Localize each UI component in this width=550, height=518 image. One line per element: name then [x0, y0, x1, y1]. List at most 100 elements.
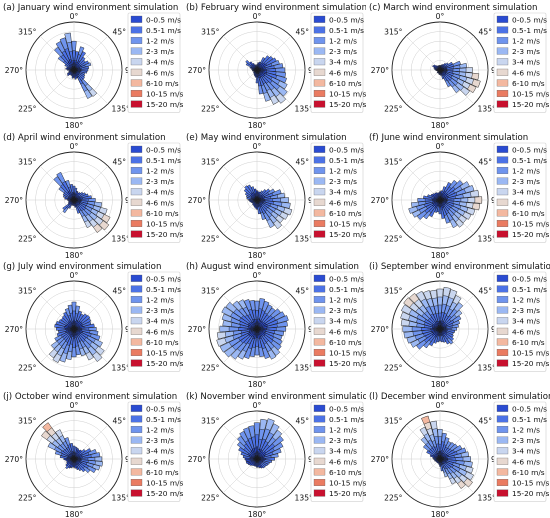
legend-swatch — [130, 285, 143, 293]
legend-swatch — [130, 414, 143, 422]
legend-swatch — [496, 446, 509, 454]
direction-label: 315° — [18, 157, 36, 166]
legend-swatch — [496, 306, 509, 314]
panel-title: (k) November wind environment simulation — [186, 392, 366, 402]
direction-label: 135° — [478, 364, 496, 373]
polar-grid-spoke — [222, 199, 258, 234]
direction-label: 0° — [70, 401, 79, 410]
direction-label: 270° — [5, 455, 23, 464]
legend-swatch — [130, 404, 143, 412]
legend-label: 0-0.5 m/s — [146, 404, 181, 413]
windrose-wedge — [66, 458, 75, 464]
direction-label: 45° — [113, 286, 127, 295]
legend-swatch — [313, 478, 326, 486]
direction-label: 0° — [70, 12, 79, 21]
legend-swatch — [496, 436, 509, 444]
direction-label: 315° — [201, 157, 219, 166]
direction-label: 135° — [112, 493, 130, 502]
legend-swatch — [130, 436, 143, 444]
legend-label: 0-0.5 m/s — [146, 274, 181, 283]
direction-label: 45° — [479, 416, 493, 425]
legend-label: 0-0.5 m/s — [146, 145, 181, 154]
legend-swatch — [496, 478, 509, 486]
legend-swatch — [496, 317, 509, 325]
legend-label: 6-10 m/s — [329, 79, 362, 88]
legend-swatch — [496, 198, 509, 206]
legend-swatch — [313, 296, 326, 303]
direction-label: 180° — [248, 251, 266, 260]
direction-label: 0° — [253, 271, 262, 280]
direction-label: 45° — [296, 286, 310, 295]
legend-label: 4-6 m/s — [146, 68, 174, 77]
legend-swatch — [313, 68, 326, 76]
legend-label: 2-3 m/s — [146, 306, 174, 315]
legend-swatch — [496, 425, 509, 433]
direction-label: 135° — [112, 234, 130, 243]
legend-swatch — [313, 198, 326, 206]
direction-label: 0° — [436, 12, 445, 21]
legend-swatch — [496, 26, 509, 34]
legend-swatch — [496, 327, 509, 335]
direction-label: 315° — [384, 157, 402, 166]
legend-label: 6-10 m/s — [146, 208, 179, 217]
direction-label: 45° — [296, 27, 310, 36]
legend-swatch — [313, 306, 326, 314]
legend-label: 10-15 m/s — [512, 90, 550, 99]
direction-label: 180° — [431, 380, 449, 389]
legend-swatch — [130, 274, 143, 282]
polar-grid-spoke — [222, 69, 258, 105]
direction-label: 270° — [371, 196, 389, 205]
direction-label: 45° — [113, 416, 127, 425]
legend-label: 2-3 m/s — [146, 47, 174, 56]
legend-label: 0-0.5 m/s — [329, 274, 364, 283]
legend-label: 10-15 m/s — [329, 478, 366, 487]
legend-label: 15-20 m/s — [512, 489, 550, 498]
panel-title: (j) October wind environment simulation — [3, 392, 177, 402]
direction-label: 270° — [188, 66, 206, 75]
legend-label: 2-3 m/s — [512, 436, 540, 445]
windrose-wedge — [249, 61, 258, 71]
legend-label: 4-6 m/s — [512, 198, 540, 207]
legend-label: 1-2 m/s — [146, 425, 174, 434]
windrose-wedge — [256, 458, 258, 468]
direction-label: 135° — [295, 234, 313, 243]
direction-label: 0° — [70, 142, 79, 151]
legend-swatch — [130, 349, 143, 356]
direction-label: 0° — [436, 142, 445, 151]
legend-label: 0.5-1 m/s — [329, 155, 364, 164]
legend-swatch — [130, 145, 143, 153]
legend-label: 4-6 m/s — [329, 198, 357, 207]
legend-swatch — [130, 467, 143, 475]
direction-label: 270° — [371, 455, 389, 464]
legend-label: 0.5-1 m/s — [512, 26, 547, 35]
legend-swatch — [313, 457, 326, 465]
legend-label: 6-10 m/s — [512, 208, 545, 217]
direction-label: 225° — [384, 234, 402, 243]
legend-swatch — [496, 414, 509, 422]
panel-title: (l) December wind environment simulation — [369, 392, 550, 402]
legend-swatch — [130, 58, 143, 66]
direction-label: 180° — [248, 510, 266, 518]
legend-swatch — [130, 457, 143, 465]
direction-label: 225° — [18, 234, 36, 243]
legend-swatch — [130, 230, 143, 238]
legend-swatch — [496, 359, 509, 367]
windrose-wedge — [65, 458, 75, 467]
legend-swatch — [496, 467, 509, 475]
windrose-wedge — [68, 69, 75, 73]
legend-label: 1-2 m/s — [329, 425, 357, 434]
legend-swatch — [313, 187, 326, 195]
legend-swatch — [496, 15, 509, 23]
legend-swatch — [496, 489, 509, 497]
legend-swatch — [496, 219, 509, 227]
windrose-wedge — [66, 69, 75, 77]
legend-label: 10-15 m/s — [146, 478, 183, 487]
legend-swatch — [496, 208, 509, 216]
legend-swatch — [130, 425, 143, 433]
legend-swatch — [496, 230, 509, 238]
legend-swatch — [130, 478, 143, 486]
legend-swatch — [313, 317, 326, 325]
legend-swatch — [130, 47, 143, 55]
legend-swatch — [313, 285, 326, 293]
